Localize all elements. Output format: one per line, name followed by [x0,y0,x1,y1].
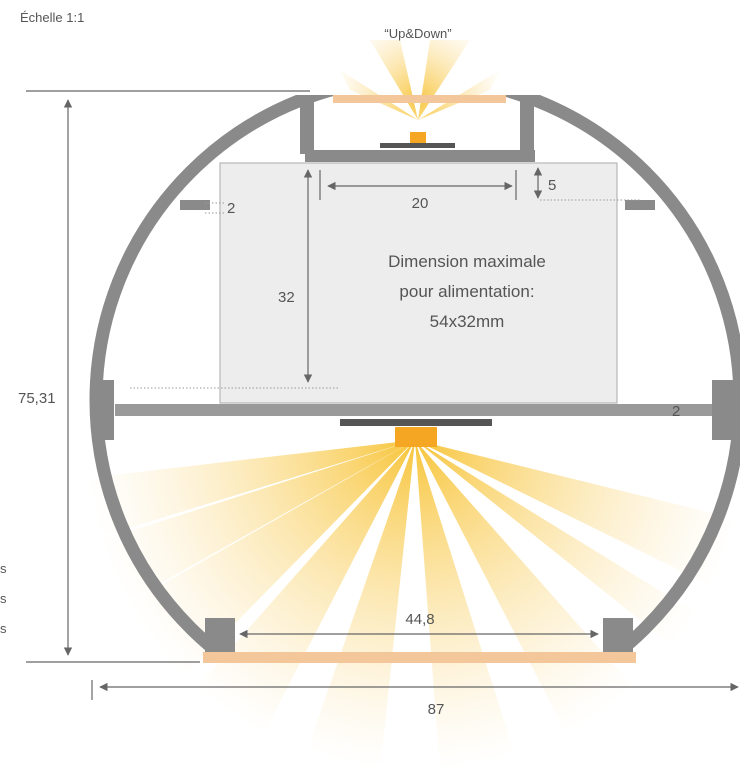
mount-plate [115,404,720,416]
side-clip [712,380,734,440]
rib [180,200,210,210]
dim-label: 2 [227,200,235,217]
top-pcb [380,143,455,148]
top-channel [305,150,535,162]
bottom-clip [603,618,633,653]
box-label: 54x32mm [430,312,505,331]
top-wall [520,96,534,154]
dim-label: 32 [278,289,295,306]
dim-label: 2 [672,403,680,420]
top-led [410,132,426,144]
bottom-led [395,427,437,447]
dim-label: 5 [548,177,556,194]
box-label: Dimension maximale [388,252,546,271]
top-diffuser [333,95,506,103]
dim-label: 44,8 [405,611,434,628]
dim-label: 75,31 [18,390,56,407]
edge-text: s [0,561,7,576]
dim-label: 20 [412,195,429,212]
side-clip [92,380,114,440]
power-box [219,162,618,404]
title: “Up&Down” [384,26,451,41]
bottom-pcb [340,419,492,426]
dim-label: 87 [428,701,445,718]
dimension-lines [26,90,739,700]
box-label: pour alimentation: [399,282,534,301]
bottom-clip [205,618,235,653]
rib [625,200,655,210]
top-wall [300,96,314,154]
edge-text: s [0,621,7,636]
bottom-diffuser [203,652,636,663]
scale-label: Échelle 1:1 [20,10,84,25]
edge-text: s [0,591,7,606]
